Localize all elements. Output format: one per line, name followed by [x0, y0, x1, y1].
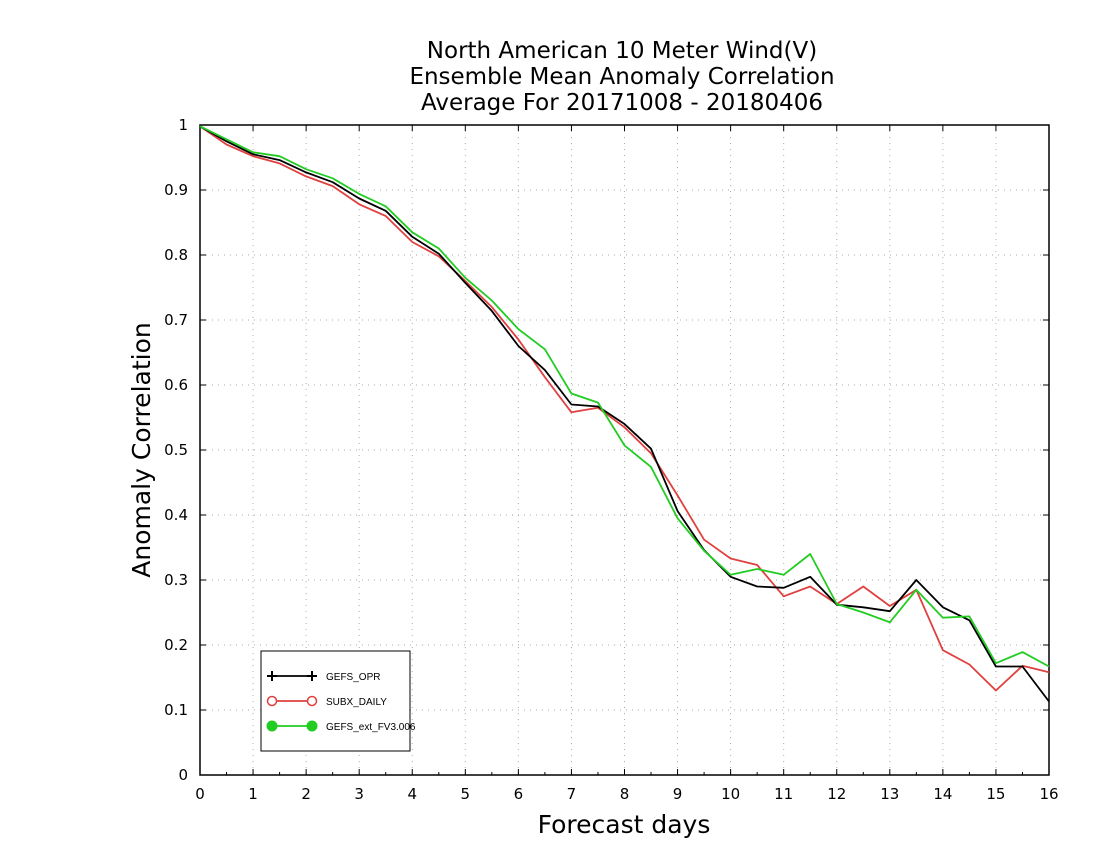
y-tick-label: 0.1: [164, 701, 188, 719]
x-tick-label: 11: [774, 785, 793, 803]
x-tick-label: 1: [248, 785, 258, 803]
series-lines: [199, 125, 1050, 703]
ticks: 0 1 2 3 4 5 6 7 8 9 10 11 12 13 14 15 1600.10.20.30.40.5…: [164, 116, 1058, 803]
x-axis-label: Forecast days: [538, 810, 711, 839]
y-tick-label: 0.4: [164, 506, 188, 524]
x-tick-label: 10: [721, 785, 740, 803]
x-tick-label: 3: [354, 785, 364, 803]
x-tick-label: 15: [986, 785, 1005, 803]
x-tick-label: 14: [933, 785, 952, 803]
title-line-2: Ensemble Mean Anomaly Correlation: [409, 64, 834, 90]
y-tick-label: 0.3: [164, 571, 188, 589]
legend-marker-filled-circle: [266, 720, 278, 732]
x-tick-label: 8: [620, 785, 630, 803]
legend-marker-filled-circle: [306, 720, 318, 732]
y-tick-label: 0.8: [164, 246, 188, 264]
legend-marker-open-circle: [266, 695, 278, 707]
y-tick-label: 0.5: [164, 441, 188, 459]
series-line-gefs-opr: [199, 125, 1050, 703]
y-tick-label: 0: [178, 766, 188, 784]
y-tick-label: 0.2: [164, 636, 188, 654]
x-tick-label: 4: [407, 785, 417, 803]
x-tick-label: 9: [673, 785, 683, 803]
x-tick-label: 5: [461, 785, 471, 803]
y-tick-label: 1: [178, 116, 188, 134]
x-tick-label: 16: [1039, 785, 1058, 803]
legend: GEFS_OPR SUBX_DAILY GEFS_ext_FV3.006: [260, 650, 416, 752]
legend-label: GEFS_ext_FV3.006: [326, 722, 416, 733]
y-tick-label: 0.6: [164, 376, 188, 394]
y-tick-label: 0.9: [164, 181, 188, 199]
legend-label: GEFS_OPR: [326, 672, 380, 683]
y-axis-label: Anomaly Correlation: [127, 322, 156, 577]
series-line-subx-daily: [199, 125, 1050, 692]
title-line-1: North American 10 Meter Wind(V): [427, 38, 817, 64]
x-tick-label: 6: [514, 785, 524, 803]
legend-marker-open-circle: [306, 695, 318, 707]
series-line-gefs-ext-fv3-006: [199, 125, 1050, 668]
x-tick-label: 0: [195, 785, 205, 803]
title-line-3: Average For 20171008 - 20180406: [421, 90, 823, 116]
x-tick-label: 12: [827, 785, 846, 803]
chart-title: North American 10 Meter Wind(V) Ensemble…: [409, 38, 834, 116]
x-tick-label: 2: [301, 785, 311, 803]
grid: [200, 125, 1049, 775]
x-tick-label: 13: [880, 785, 899, 803]
x-tick-label: 7: [567, 785, 577, 803]
legend-label: SUBX_DAILY: [326, 697, 387, 708]
y-tick-label: 0.7: [164, 311, 188, 329]
